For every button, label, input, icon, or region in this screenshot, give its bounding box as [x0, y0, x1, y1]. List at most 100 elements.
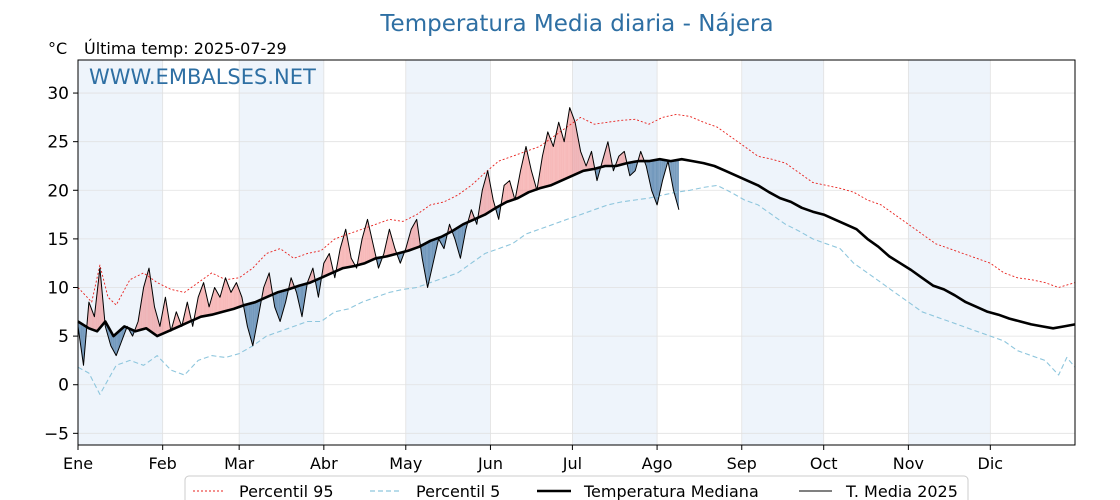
- anomaly-fill-below: [116, 332, 118, 356]
- anomaly-fill-above: [606, 141, 608, 166]
- anomaly-fill-above: [373, 243, 375, 260]
- chart-title: Temperatura Media diaria - Nájera: [379, 11, 773, 37]
- legend: Percentil 95 Percentil 5 Temperatura Med…: [184, 475, 969, 500]
- month-band: [741, 60, 824, 445]
- anomaly-fill-above: [310, 271, 312, 283]
- anomaly-fill-above: [345, 229, 348, 268]
- anomaly-fill-above: [325, 258, 327, 276]
- anomaly-fill-above: [368, 225, 371, 262]
- y-tick-label: 30: [47, 84, 69, 104]
- legend-frame: [184, 475, 969, 500]
- anomaly-fill-below: [123, 326, 125, 338]
- anomaly-fill-above: [590, 151, 592, 170]
- anomaly-fill-below: [460, 225, 462, 259]
- anomaly-fill-below: [650, 160, 652, 191]
- anomaly-fill-above: [564, 133, 566, 180]
- anomaly-fill-below: [434, 238, 436, 258]
- anomaly-fill-above: [211, 292, 214, 315]
- anomaly-fill-above: [524, 146, 526, 195]
- anomaly-fill-above: [98, 268, 100, 330]
- anomaly-fill-below: [426, 242, 428, 288]
- anomaly-fill-above: [575, 122, 577, 175]
- anomaly-fill-below: [674, 160, 677, 200]
- anomaly-fill-below: [647, 161, 649, 179]
- month-bands: [78, 60, 991, 445]
- anomaly-fill-above: [543, 144, 546, 188]
- y-tick-label: 5: [58, 327, 69, 347]
- anomaly-fill-above: [549, 135, 551, 186]
- anomaly-fill-above: [546, 131, 548, 187]
- series-line-t-media-2025: [77, 107, 680, 366]
- anomaly-fill-above: [184, 308, 186, 324]
- anomaly-fill-below: [677, 159, 679, 210]
- anomaly-fill-below: [453, 229, 455, 239]
- anomaly-fill-above: [342, 234, 345, 269]
- anomaly-fill-above: [164, 297, 166, 334]
- anomaly-fill-below: [654, 159, 656, 202]
- anomaly-fill-above: [90, 305, 92, 330]
- anomaly-fill-below: [676, 159, 678, 205]
- anomaly-fill-above: [370, 231, 372, 261]
- anomaly-fill-above: [203, 282, 206, 317]
- anomaly-fill-above: [214, 287, 216, 314]
- anomaly-fill-above: [471, 209, 473, 221]
- anomaly-fill-above: [618, 155, 621, 166]
- anomaly-fill-above: [504, 184, 506, 204]
- month-band: [908, 60, 991, 445]
- anomaly-fill-above: [550, 139, 552, 186]
- anomaly-fill-below: [398, 252, 401, 264]
- anomaly-fill-above: [136, 321, 139, 331]
- anomaly-fill-above: [228, 285, 230, 311]
- anomaly-fill-above: [209, 302, 211, 316]
- anomaly-fill-above: [413, 221, 416, 249]
- anomaly-fill-above: [385, 241, 387, 257]
- anomaly-fill-above: [218, 294, 221, 313]
- anomaly-fill-above: [91, 309, 94, 330]
- anomaly-fill-above: [527, 152, 529, 193]
- anomaly-fill-above: [622, 151, 625, 165]
- anomaly-fill-above: [158, 321, 160, 336]
- anomaly-fill-above: [560, 127, 562, 182]
- anomaly-fill-above: [226, 281, 229, 311]
- anomaly-fill-above: [573, 118, 576, 176]
- y-tick-label: 25: [47, 133, 69, 153]
- y-tick-label: −5: [44, 424, 69, 444]
- anomaly-fill-above: [269, 272, 271, 297]
- anomaly-fill-below: [250, 303, 252, 341]
- anomaly-fill-above: [88, 302, 91, 329]
- month-band: [78, 60, 163, 445]
- anomaly-fill-above: [562, 136, 565, 180]
- month-band: [405, 60, 491, 445]
- anomaly-fill-above: [235, 282, 237, 309]
- anomaly-fill-above: [412, 224, 414, 250]
- anomaly-fill-above: [236, 282, 238, 308]
- month-band: [572, 60, 658, 445]
- series-line-percentil-5: [77, 184, 1076, 395]
- x-tick-label: Oct: [810, 454, 838, 473]
- x-tick-label: Abr: [310, 454, 338, 473]
- anomaly-fill-above: [542, 150, 544, 188]
- anomaly-fill-above: [482, 185, 484, 216]
- anomaly-fill-below: [596, 167, 599, 181]
- anomaly-fill-above: [569, 107, 572, 177]
- anomaly-fill-below: [463, 223, 465, 244]
- anomaly-fill-above: [539, 164, 541, 189]
- anomaly-fill-above: [484, 175, 487, 215]
- x-tick-label: Sep: [727, 454, 757, 473]
- anomaly-fill-above: [213, 287, 215, 315]
- watermark: WWW.EMBALSES.NET: [89, 65, 316, 89]
- plot-frame: [77, 59, 1076, 446]
- anomaly-fill-above: [142, 287, 144, 330]
- anomaly-fill-above: [572, 114, 574, 176]
- anomaly-fill-below: [281, 290, 283, 317]
- anomaly-fill-below: [652, 160, 655, 198]
- anomaly-fill-below: [252, 302, 255, 346]
- anomaly-fill-below: [277, 291, 279, 318]
- anomaly-fill-above: [367, 219, 369, 262]
- y-tick-label: 15: [47, 230, 69, 250]
- anomaly-fill-above: [149, 268, 151, 332]
- anomaly-fill-above: [571, 111, 573, 177]
- x-tick-label: Dic: [978, 454, 1004, 473]
- anomaly-fill-above: [508, 180, 510, 202]
- anomaly-fill-above: [415, 219, 417, 249]
